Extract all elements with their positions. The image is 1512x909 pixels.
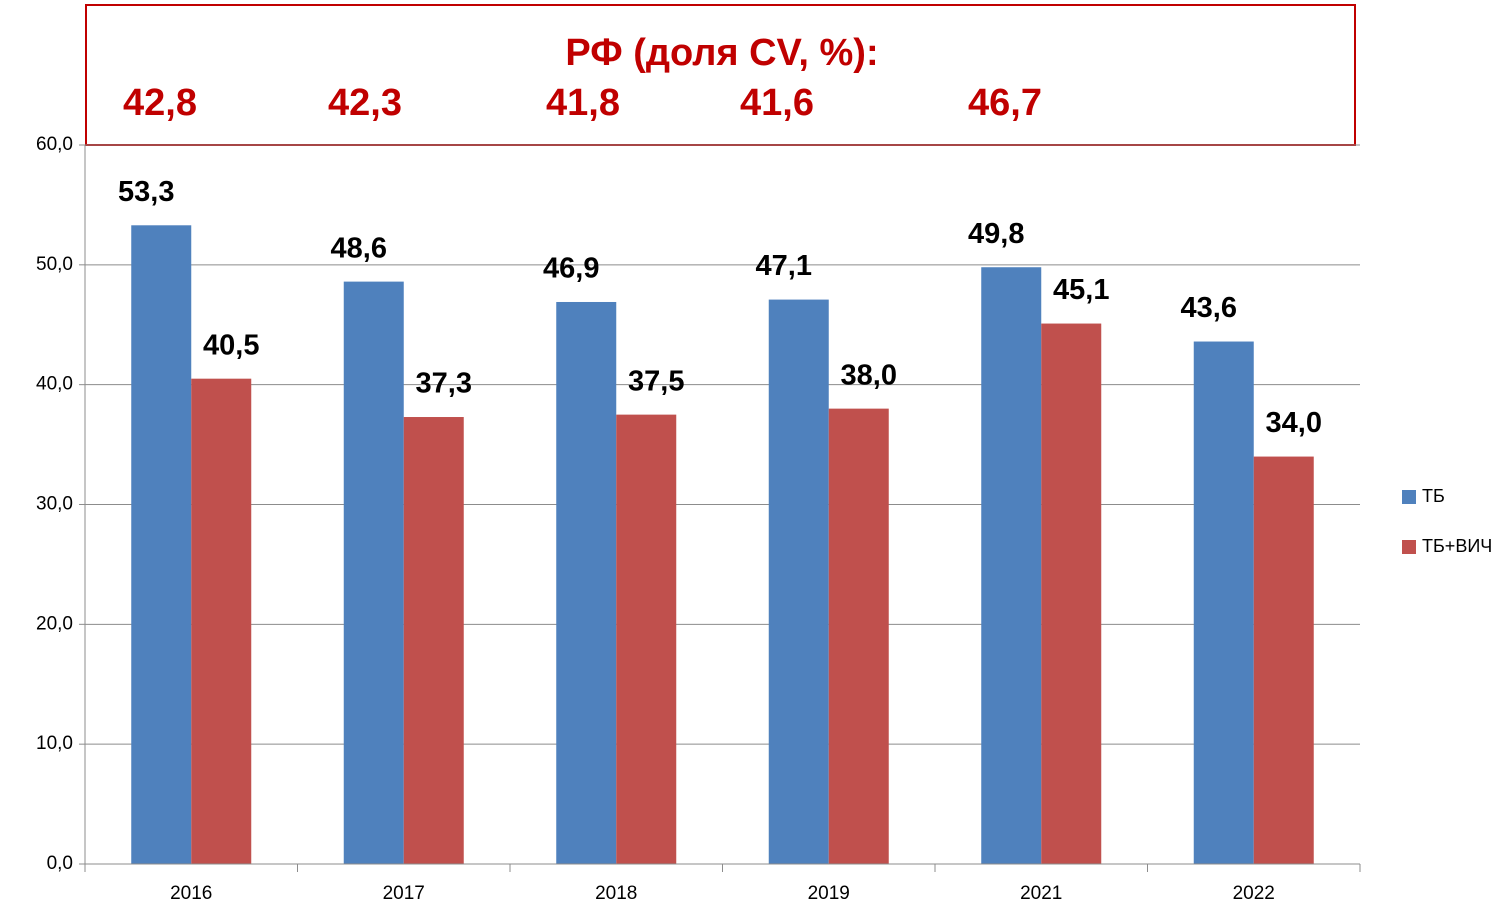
data-label: 37,3 <box>416 368 472 400</box>
y-tick-label: 50,0 <box>36 254 73 275</box>
bar <box>556 301 617 864</box>
data-label: 43,6 <box>1181 292 1237 324</box>
bar <box>403 417 464 864</box>
x-tick-label: 2019 <box>808 883 850 904</box>
legend-label: ТБ <box>1422 486 1445 506</box>
bar <box>1193 341 1254 864</box>
legend-swatch <box>1402 540 1416 554</box>
bar <box>616 414 677 864</box>
bar <box>343 281 404 864</box>
data-label: 47,1 <box>756 250 812 282</box>
legend-swatch <box>1402 490 1416 504</box>
x-tick-label: 2017 <box>383 883 425 904</box>
bar <box>191 378 252 864</box>
data-label: 48,6 <box>331 232 387 264</box>
bar <box>1041 323 1102 865</box>
y-tick-label: 0,0 <box>47 853 73 874</box>
annotation-value: 42,8 <box>123 82 197 124</box>
bar <box>981 267 1042 865</box>
legend-label: ТБ+ВИЧ <box>1422 536 1492 556</box>
x-tick-label: 2016 <box>170 883 212 904</box>
data-label: 37,5 <box>628 365 684 397</box>
y-tick-label: 60,0 <box>36 134 73 155</box>
x-tick-label: 2021 <box>1020 883 1062 904</box>
annotation-box <box>85 4 1356 146</box>
annotation-value: 42,3 <box>328 82 402 124</box>
bar <box>1253 456 1314 864</box>
data-label: 46,9 <box>543 253 599 285</box>
annotation-value: 41,6 <box>740 82 814 124</box>
data-label: 40,5 <box>203 329 259 361</box>
bar <box>828 408 889 864</box>
y-tick-label: 40,0 <box>36 374 73 395</box>
data-label: 34,0 <box>1266 407 1322 439</box>
annotation-title: РФ (доля CV, %): <box>565 32 878 74</box>
annotation-value: 41,8 <box>546 82 620 124</box>
bar <box>768 299 829 865</box>
data-label: 38,0 <box>841 359 897 391</box>
bar <box>131 225 192 864</box>
annotation-value: 46,7 <box>968 82 1042 124</box>
data-label: 49,8 <box>968 218 1024 250</box>
x-tick-label: 2022 <box>1233 883 1275 904</box>
y-tick-label: 30,0 <box>36 494 73 515</box>
x-tick-label: 2018 <box>595 883 637 904</box>
y-tick-label: 10,0 <box>36 733 73 754</box>
y-tick-label: 20,0 <box>36 613 73 634</box>
data-label: 53,3 <box>118 176 174 208</box>
data-label: 45,1 <box>1053 274 1109 306</box>
